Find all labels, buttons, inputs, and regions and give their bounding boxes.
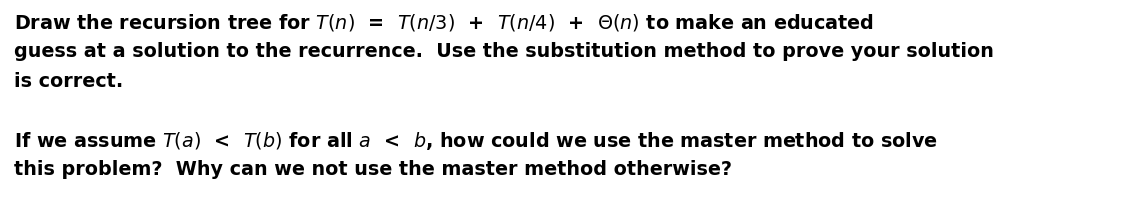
Text: is correct.: is correct.: [14, 72, 123, 91]
Text: If we assume $\mathit{T}(\mathit{a})$  <  $\mathit{T}(\mathit{b})$ for all $\mat: If we assume $\mathit{T}(\mathit{a})$ < …: [14, 130, 938, 152]
Text: this problem?  Why can we not use the master method otherwise?: this problem? Why can we not use the mas…: [14, 160, 731, 179]
Text: Draw the recursion tree for $\mathit{T}(\mathit{n})$  =  $\mathit{T}(\mathit{n}/: Draw the recursion tree for $\mathit{T}(…: [14, 12, 873, 33]
Text: guess at a solution to the recurrence.  Use the substitution method to prove you: guess at a solution to the recurrence. U…: [14, 42, 993, 61]
